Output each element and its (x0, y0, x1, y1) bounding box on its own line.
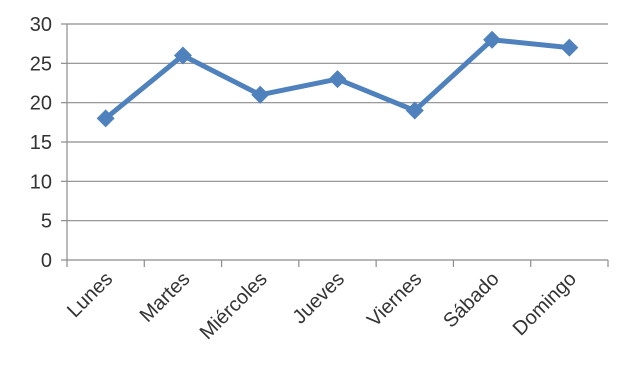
data-point (96, 109, 115, 128)
x-tick-label: Lunes (63, 268, 117, 322)
data-point (328, 70, 347, 89)
y-tick-label: 25 (30, 53, 52, 75)
x-tick-label: Jueves (289, 268, 349, 328)
y-tick-labels: 0 5 10 15 20 25 30 (30, 14, 52, 272)
data-point (483, 30, 502, 49)
y-tick-label: 0 (41, 250, 52, 272)
x-tick-label: Domingo (509, 268, 581, 340)
data-point (173, 46, 192, 65)
x-tick-label: Sábado (439, 268, 503, 332)
data-point (405, 101, 424, 120)
y-tick-label: 30 (30, 14, 52, 36)
data-point (251, 85, 270, 104)
data-point (560, 38, 579, 57)
x-tick-label: Martes (136, 268, 195, 327)
series (96, 30, 579, 128)
x-tick-label: Viernes (363, 268, 426, 331)
x-tick-labels: Lunes Martes Miércoles Jueves Viernes Sábado D… (63, 268, 581, 344)
gridlines (67, 23, 608, 222)
axes (61, 23, 609, 267)
y-tick-label: 10 (30, 171, 52, 193)
y-tick-label: 15 (30, 132, 52, 154)
y-tick-label: 20 (30, 93, 52, 115)
y-tick-label: 5 (41, 211, 52, 233)
x-tick-label: Miércoles (196, 268, 272, 344)
